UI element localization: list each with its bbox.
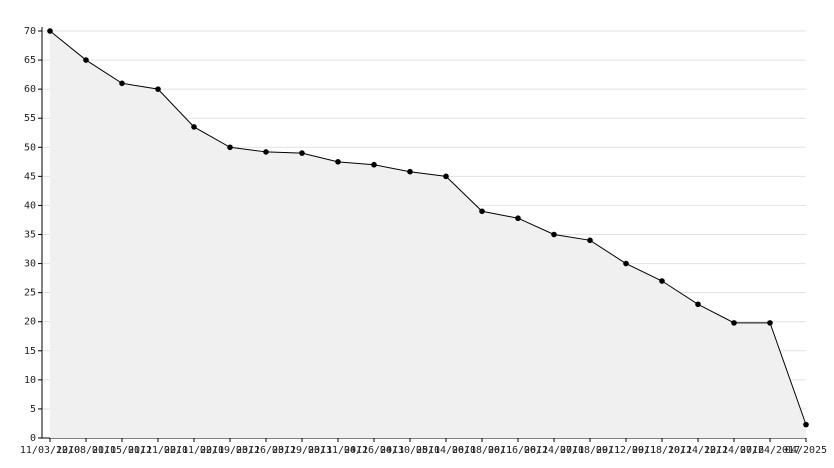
- y-tick-label: 5: [30, 404, 36, 415]
- y-tick-label: 70: [24, 26, 36, 37]
- x-tick-label: 03/29/2011: [272, 445, 332, 456]
- x-tick-label: 07/08/2011: [560, 445, 620, 456]
- y-tick-label: 25: [24, 288, 36, 299]
- x-tick-label: 07/24/2017: [740, 445, 800, 456]
- marker: [47, 28, 53, 34]
- line: [49, 30, 807, 425]
- x-tick-label: 06/08/2011: [452, 445, 512, 456]
- x-tick-label: 06/16/2011: [488, 445, 548, 456]
- x-tick-label: 01/21/2011: [128, 445, 188, 456]
- x-tick-label: 12/24/2016: [704, 445, 764, 456]
- marker: [83, 57, 89, 63]
- marker: [119, 80, 125, 87]
- x-tick-label: 06/24/2011: [524, 445, 584, 456]
- x-tick-label: 01/15/2011: [92, 445, 152, 456]
- marker: [263, 149, 269, 155]
- x-tick-label: 04/26/2011: [344, 445, 404, 456]
- marker: [371, 161, 377, 168]
- x-tick-label: 04/30/2011: [380, 445, 440, 456]
- marker: [335, 159, 341, 165]
- x-tick-label: 12/08/2010: [56, 445, 116, 456]
- marker: [515, 215, 521, 222]
- y-tick-label: 15: [24, 346, 36, 357]
- marker: [587, 237, 593, 244]
- x-tick-label: 03/26/2011: [236, 445, 296, 456]
- marker: [659, 278, 665, 284]
- y-tick-label: 0: [30, 433, 36, 444]
- y-tick-label: 55: [24, 113, 36, 124]
- y-tick-label: 60: [24, 84, 36, 95]
- x-tick-label: 02/01/2011: [164, 445, 224, 456]
- marker: [803, 421, 809, 428]
- y-tick-label: 30: [24, 259, 36, 270]
- x-tick-label: 03/31/2011: [308, 445, 368, 456]
- y-tick-label: 50: [24, 142, 36, 153]
- x-tick-label: 02/09/2011: [200, 445, 260, 456]
- y-tick-label: 65: [24, 55, 36, 66]
- marker: [767, 320, 773, 326]
- y-tick-label: 20: [24, 317, 36, 328]
- x-tick-label: 10/24/2011: [668, 445, 728, 456]
- marker: [695, 301, 701, 308]
- marker: [551, 231, 557, 238]
- marker: [155, 86, 161, 92]
- y-tick-label: 40: [24, 200, 36, 211]
- x-tick-label: 09/12/2011: [596, 445, 656, 456]
- x-tick-label: 05/04/2011: [416, 445, 476, 456]
- marker: [731, 320, 737, 326]
- x-tick-label: 11/03/2010: [20, 445, 80, 456]
- marker: [227, 144, 233, 151]
- marker: [623, 260, 629, 267]
- marker: [479, 208, 485, 215]
- x-tick-label: 04/2025: [785, 445, 827, 456]
- marker: [191, 124, 197, 130]
- x-tick-label: 09/18/2011: [632, 445, 692, 456]
- y-tick-label: 45: [24, 171, 36, 182]
- y-tick-label: 35: [24, 230, 36, 241]
- area: [50, 31, 806, 438]
- y-tick-label: 10: [24, 375, 36, 386]
- marker: [407, 168, 413, 175]
- marker: [443, 173, 449, 180]
- marker: [299, 150, 305, 156]
